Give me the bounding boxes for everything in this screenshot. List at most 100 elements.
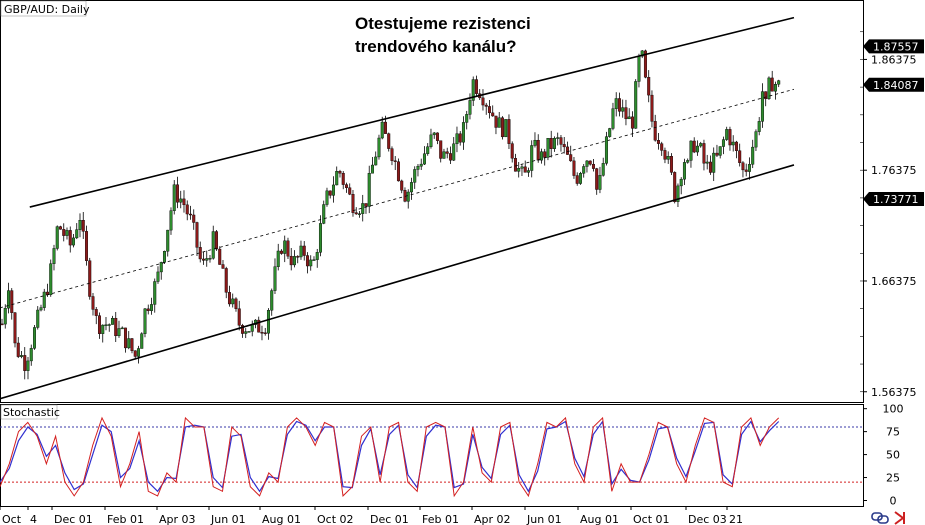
candle-body [374, 156, 378, 166]
candle-body [201, 258, 205, 261]
stochastic-axis: 100 75 50 25 0 [863, 403, 904, 507]
candle-body [572, 160, 576, 176]
candle-body [244, 331, 248, 334]
candle-body [491, 112, 495, 117]
candle-body [169, 210, 173, 231]
candle-body [429, 134, 433, 147]
candle-body [705, 161, 709, 164]
candle-body [465, 114, 469, 123]
candle-body [702, 143, 706, 164]
time-tick-label: Apr 03 [159, 513, 196, 525]
candle-body [390, 148, 394, 161]
candle-body [354, 212, 358, 215]
candle-body [634, 81, 638, 129]
annotation-line-1: Otestujeme rezistenci [355, 14, 531, 33]
candle-body [65, 230, 69, 236]
candle-body [452, 143, 456, 161]
candle-body [396, 161, 400, 182]
candle-body [432, 132, 436, 136]
candle-body [234, 298, 238, 309]
symbol-label: GBP/AUD: Daily [4, 3, 90, 16]
candle-body [335, 171, 339, 186]
candle-body [156, 271, 160, 282]
candle-body [299, 245, 303, 258]
candle-body [406, 191, 410, 202]
candle-body [663, 150, 667, 160]
candle-body [455, 133, 459, 145]
candle-body [630, 116, 634, 129]
time-tick-label: Feb 01 [422, 513, 459, 525]
stochastic-d-line [0, 419, 780, 493]
candle-body [578, 173, 582, 184]
candle-body [413, 169, 417, 183]
candle-body [68, 230, 72, 246]
candle-body [341, 172, 345, 185]
stochastic-tick-label: 0 [890, 494, 897, 507]
candle-body [582, 166, 586, 174]
candle-body [539, 151, 543, 161]
candle-body [172, 184, 176, 211]
stochastic-tick-label: 50 [886, 449, 900, 462]
candle-body [175, 184, 179, 203]
candle-body [546, 137, 550, 158]
candle-body [237, 308, 241, 326]
candle-body [721, 139, 725, 147]
candle-body [289, 255, 293, 266]
candle-body [143, 308, 147, 334]
candle-body [556, 137, 560, 139]
time-tick-label: Oct 02 [317, 513, 354, 525]
candle-body [292, 256, 296, 266]
channel-middle-line [0, 88, 795, 309]
candle-body [767, 77, 771, 100]
candle-body [286, 240, 290, 257]
price-badge [863, 39, 924, 54]
price-badges: 1.87557 1.84087 1.73771 [863, 39, 924, 207]
candle-body [562, 144, 566, 148]
candle-body [218, 248, 222, 265]
candle-body [16, 342, 20, 357]
candle-body [770, 77, 774, 92]
candle-body [445, 151, 449, 154]
candle-body [526, 170, 530, 173]
candle-body [159, 262, 163, 273]
candle-body [754, 131, 758, 148]
time-tick-label: Dec 03 [688, 513, 727, 525]
candle-body [387, 133, 391, 149]
candle-body [565, 146, 569, 155]
candle-body [500, 117, 504, 138]
stochastic-k-line [0, 416, 780, 498]
time-tick-label: 4 [30, 513, 37, 525]
candle-body [23, 355, 27, 371]
candle-body [270, 290, 274, 311]
candle-body [348, 187, 352, 195]
price-badge-label: 1.87557 [873, 40, 919, 53]
candle-body [133, 350, 137, 357]
candle-body [127, 338, 131, 349]
candle-body [640, 50, 644, 57]
candle-body [322, 204, 326, 224]
chart-link-icon[interactable] [871, 512, 889, 524]
candles [0, 49, 781, 380]
candle-body [224, 268, 228, 293]
candle-body [523, 166, 527, 173]
candle-body [468, 100, 472, 115]
candle-body [62, 229, 66, 236]
candle-body [647, 77, 651, 96]
candle-body [552, 137, 556, 149]
candle-body [305, 255, 309, 267]
candle-body [318, 223, 322, 253]
candle-body [328, 190, 332, 196]
candle-body [117, 328, 121, 337]
candle-body [370, 164, 374, 174]
candle-body [741, 162, 745, 171]
time-tick-label: Jun 01 [526, 513, 562, 525]
candle-body [36, 309, 40, 328]
candle-body [773, 84, 777, 92]
candle-body [520, 166, 524, 169]
candle-body [263, 332, 267, 334]
candle-body [507, 119, 511, 144]
time-tick-label: Feb 01 [107, 513, 144, 525]
scroll-right-icon[interactable] [894, 511, 905, 525]
candle-body [179, 198, 183, 203]
price-axis: 1.86375 1.76375 1.66375 1.56375 [860, 31, 917, 399]
